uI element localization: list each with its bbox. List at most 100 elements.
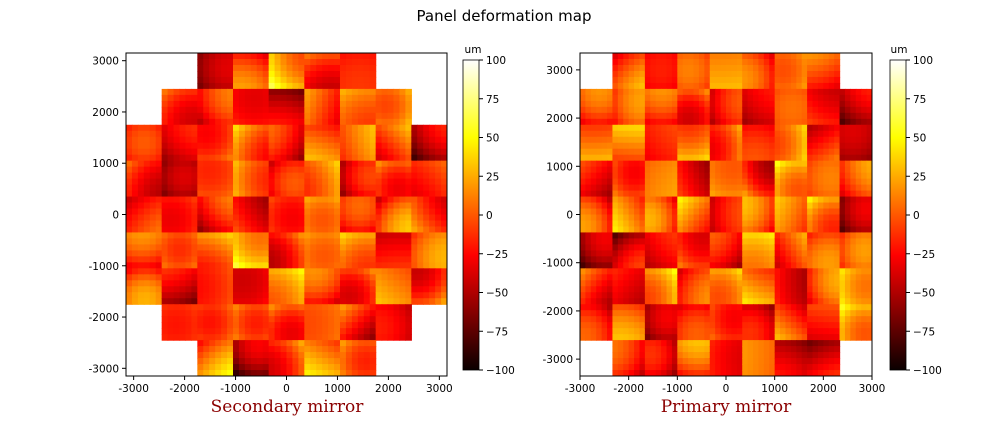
secondary-panel-cell (179, 202, 187, 210)
secondary-panel-cell (215, 70, 222, 78)
secondary-panel-cell (155, 142, 163, 150)
secondary-panel-cell (316, 352, 323, 359)
primary-panel-cell (671, 160, 678, 168)
primary-panel-cell (634, 334, 641, 341)
secondary-panel-cell (167, 298, 175, 305)
secondary-panel-cell (185, 262, 192, 269)
secondary-panel-cell (322, 214, 329, 222)
primary-panel-cell (726, 262, 733, 269)
secondary-panel-cell (215, 106, 222, 114)
primary-panel-cell (688, 220, 695, 228)
secondary-panel-cell (298, 280, 305, 287)
secondary-panel-cell (375, 178, 383, 186)
primary-panel-cell (580, 292, 587, 299)
secondary-panel-cell (351, 94, 359, 102)
primary-panel-cell (693, 178, 700, 186)
secondary-panel-cell (286, 364, 294, 371)
secondary-panel-cell (286, 148, 294, 156)
primary-panel-cell (812, 232, 819, 240)
primary-panel-cell (785, 292, 792, 299)
secondary-panel-cell (304, 178, 311, 186)
primary-panel-cell (704, 208, 711, 216)
secondary-colorbar-tick-label: 0 (486, 210, 493, 222)
secondary-panel-cell (256, 334, 264, 341)
secondary-panel-cell (375, 226, 383, 234)
secondary-panel-cell (215, 118, 222, 126)
primary-panel-cell (666, 292, 673, 299)
primary-panel-cell (758, 112, 765, 120)
secondary-panel-cell (280, 262, 288, 269)
secondary-panel-cell (203, 334, 210, 341)
primary-panel-cell (720, 106, 727, 114)
primary-panel-cell (790, 130, 797, 138)
secondary-panel-cell (262, 256, 270, 263)
primary-panel-cell (769, 292, 776, 299)
primary-panel-cell (855, 118, 862, 126)
primary-panel-cell (828, 262, 835, 269)
primary-panel-cell (634, 82, 641, 90)
secondary-panel-cell (340, 298, 347, 305)
primary-panel-cell (655, 232, 662, 240)
secondary-panel-cell (244, 352, 252, 359)
secondary-panel-cell (274, 160, 282, 168)
primary-panel-cell (666, 268, 673, 275)
primary-panel-cell (855, 202, 862, 210)
secondary-panel-cell (399, 148, 406, 156)
secondary-panel-cell (429, 268, 436, 275)
primary-panel-cell (812, 268, 819, 275)
primary-panel-cell (726, 250, 733, 257)
secondary-panel-cell (209, 232, 216, 240)
secondary-panel-cell (161, 214, 169, 222)
primary-panel-cell (628, 94, 635, 102)
primary-panel-cell (704, 136, 711, 144)
secondary-panel-cell (316, 280, 323, 287)
secondary-panel-cell (345, 100, 353, 108)
secondary-panel-cell (197, 136, 204, 144)
primary-panel-cell (704, 268, 711, 275)
primary-panel-cell (628, 238, 635, 246)
secondary-panel-cell (381, 274, 389, 281)
primary-panel-cell (655, 292, 662, 299)
primary-panel-cell (585, 298, 592, 305)
primary-panel-cell (769, 286, 776, 293)
secondary-panel-cell (274, 166, 282, 174)
primary-panel-cell (634, 94, 641, 102)
secondary-panel-cell (369, 256, 377, 263)
secondary-panel-cell (298, 364, 305, 371)
secondary-panel-cell (304, 118, 311, 126)
primary-panel-cell (731, 292, 738, 299)
primary-panel-cell (828, 130, 835, 138)
secondary-panel-cell (238, 256, 246, 263)
primary-panel-cell (682, 238, 689, 246)
primary-panel-cell (698, 298, 705, 305)
primary-panel-cell (731, 250, 738, 257)
primary-panel-cell (698, 106, 705, 114)
primary-panel-cell (628, 256, 635, 263)
primary-panel-cell (682, 94, 689, 102)
secondary-panel-cell (334, 70, 341, 78)
primary-panel-cell (790, 82, 797, 90)
secondary-panel-cell (351, 160, 359, 168)
primary-panel-cell (747, 298, 754, 305)
primary-panel-cell (790, 94, 797, 102)
secondary-panel-cell (244, 280, 252, 287)
primary-panel-cell (790, 280, 797, 287)
primary-panel-cell (855, 88, 862, 96)
secondary-panel-cell (227, 94, 234, 102)
primary-panel-cell (623, 262, 630, 269)
primary-panel-cell (634, 106, 641, 114)
secondary-panel-cell (310, 136, 317, 144)
secondary-panel-cell (197, 112, 204, 120)
primary-panel-cell (796, 256, 803, 263)
secondary-panel-cell (268, 124, 276, 132)
primary-panel-cell (601, 190, 608, 198)
secondary-panel-cell (268, 166, 276, 174)
secondary-panel-cell (143, 214, 151, 222)
secondary-panel-cell (351, 370, 359, 376)
primary-panel-cell (850, 250, 857, 257)
secondary-panel-cell (435, 190, 442, 198)
secondary-panel-cell (233, 346, 240, 353)
primary-panel-cell (596, 262, 603, 269)
primary-panel-cell (828, 166, 835, 174)
primary-panel-cell (639, 148, 646, 156)
